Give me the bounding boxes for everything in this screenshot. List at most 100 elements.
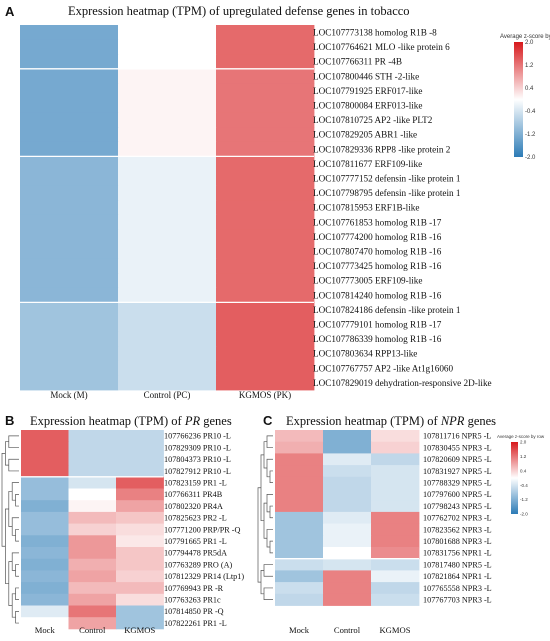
heatmap-c-cell [275,500,324,513]
legend-tick-label: -0.4 [525,109,536,115]
heatmap-c-cell [371,441,420,454]
heatmap-b-cell [68,558,117,571]
heatmap-a-row-label: LOC107829336 RPP8 -like protein 2 [313,144,451,154]
heatmap-b-row-label: 107766236 PR10 -L [164,432,231,441]
heatmap-a-cell [216,185,315,201]
heatmap-c-row-label: 107820609 NPR5 -L [423,455,492,464]
heatmap-c-row-label: 107765558 NPR3 -L [423,584,492,593]
panel-letter-a: A [5,4,15,19]
legend-tick-label: 1.2 [525,63,534,69]
heatmap-a-cell [20,214,119,230]
heatmap-b-cell [68,453,117,466]
heatmap-c-cell [371,488,420,501]
heatmap-b-cell [21,605,69,618]
heatmap-b-cell [68,535,117,548]
heatmap-c: 107811716 NPR5 -L 107830455 NPR3 -L 107820… [257,430,545,635]
heatmap-c-cell [323,570,372,583]
heatmap-c-cell [275,488,324,501]
heatmap-b-row-label: 107829309 PR10 -L [164,443,231,452]
heatmap-b-cell [68,511,117,524]
heatmap-b-cell [116,430,164,443]
heatmap-a-cell [216,200,315,216]
heatmap-a-cell [118,331,217,347]
heatmap-c-cell [323,582,372,595]
heatmap-a-row-label: LOC107829205 ABR1 -like [313,130,417,140]
legend-tick-label: 0.4 [525,86,534,92]
heatmap-a-cell [118,302,217,318]
heatmap-b-cell [116,535,164,548]
heatmap-b-cell [68,523,117,536]
legend-tick-label: 1.2 [520,454,527,459]
heatmap-c-row-label: 107762702 NPR3 -L [423,514,492,523]
heatmap-c-row-label: 107823562 NPR3 -L [423,525,492,534]
panel-letter-b: B [5,413,15,428]
heatmap-a-cell [118,127,217,143]
heatmap-b-cell [68,593,117,606]
heatmap-b-row-label: 107804373 PR10 -L [164,455,231,464]
heatmap-a-cell [20,98,119,113]
heatmap-b-cell [21,500,69,513]
legend-title: Average z-score by row [497,434,545,439]
heatmap-c-column-label: Mock [289,625,310,635]
heatmap-c-cell [323,593,372,606]
legend-tick-label: -1.2 [520,497,528,502]
heatmap-a-cell [118,141,217,157]
heatmap-a-cell [118,375,217,391]
heatmap-c-row-label: 107801688 NPR3 -L [423,537,492,546]
heatmap-a-cell [216,112,315,128]
heatmap-c-cell [323,488,372,501]
heatmap-b-cell [68,582,117,595]
heatmap-a-cell [216,54,315,70]
heatmap-b-cell [116,465,164,478]
heatmap-b-cell [68,500,117,513]
heatmap-c-cell [275,570,324,583]
heatmap-b-cell [116,582,164,595]
heatmap-b-row-label: 107812329 PR14 (Ltp1) [164,572,244,581]
heatmap-c-cell [275,582,324,595]
heatmap-b-cell [68,617,117,630]
heatmap-c-cell [371,500,420,513]
heatmap-a-cell [216,331,315,347]
heatmap-a-cell [20,141,119,157]
heatmap-b-row-label: 107763263 PR1c [164,596,221,605]
heatmap-a-cell [216,214,315,230]
heatmap-b-cell [21,511,69,524]
heatmap-b-cell [68,476,117,489]
heatmap-a-cell [216,273,315,289]
heatmap-b-cell [21,465,69,478]
legend-tick-label: 0.4 [520,468,527,473]
heatmap-a-row-label: LOC107824186 defensin -like protein 1 [313,305,461,315]
heatmap-c-cell [275,430,324,443]
heatmap-b-cell [116,453,164,466]
heatmap-a-cell [216,98,315,113]
heatmap-a-row-label: LOC107767757 AP2 -like At1g16060 [313,363,454,373]
heatmap-a-cell [118,185,217,201]
heatmap-b-cell [21,547,69,560]
heatmap-a-cell [20,302,119,318]
heatmap-a-cell [118,83,217,99]
heatmap-b-cell [21,558,69,571]
heatmap-a-cell [118,54,217,70]
heatmap-c-cell [323,476,372,489]
heatmap-a-cell [20,258,119,274]
heatmap-c-cell [371,535,420,548]
heatmap-a-row-label: LOC107815953 ERF1B-like [313,203,419,213]
legend-tick-label: 2.0 [525,40,534,46]
heatmap-a-cell [216,244,315,259]
heatmap-a-cell [216,171,315,186]
heatmap-c-cell [323,535,372,548]
heatmap-b-column-label: KGMOS [124,625,155,635]
heatmap-a-column-label: Control (PC) [144,390,191,400]
legend-tick-label: -2.0 [520,512,528,517]
heatmap-b-column-label: Control [79,625,106,635]
heatmap-a-row-label: LOC107800446 STH -2-like [313,71,419,81]
legend-gradient-bar [514,42,523,157]
heatmap-b-cell [116,523,164,536]
heatmap-b-cell [116,558,164,571]
heatmap-a-cell [20,127,119,143]
heatmap-a-cell [118,25,217,40]
heatmap-a-row-label: LOC107773425 homolog R1B -16 [313,261,442,271]
heatmap-c-cell [371,523,420,536]
heatmap-c-cell [371,476,420,489]
